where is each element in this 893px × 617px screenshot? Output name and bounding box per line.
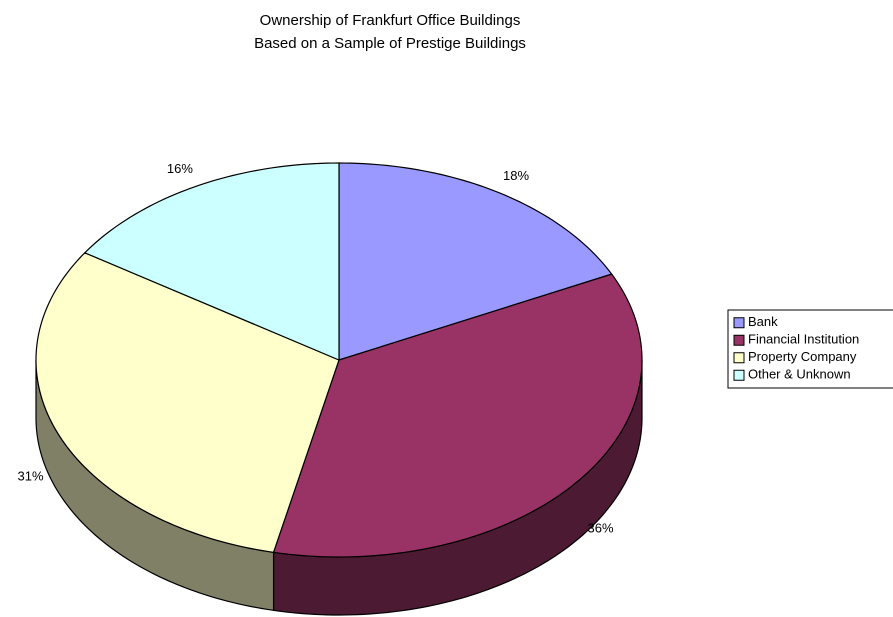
data-label: 36% [587, 521, 613, 536]
legend-swatch [733, 334, 745, 346]
legend-box [727, 309, 893, 389]
legend-swatch [733, 369, 745, 381]
pie-slice [272, 273, 643, 558]
chart-subtitle: Based on a Sample of Prestige Buildings [254, 35, 526, 52]
pie-slice [35, 252, 340, 554]
legend-label: Other & Unknown [748, 367, 851, 382]
legend-label: Financial Institution [748, 332, 859, 347]
chart-title: Ownership of Frankfurt Office Buildings [260, 12, 521, 29]
legend-swatch [733, 317, 745, 329]
legend-label: Bank [748, 314, 778, 329]
pie-slice [338, 162, 613, 361]
data-label: 31% [18, 468, 44, 483]
pie-slice [83, 162, 340, 361]
legend-swatch [733, 352, 745, 364]
data-label: 18% [503, 168, 529, 183]
legend-label: Property Company [748, 349, 857, 364]
data-label: 16% [167, 161, 193, 176]
